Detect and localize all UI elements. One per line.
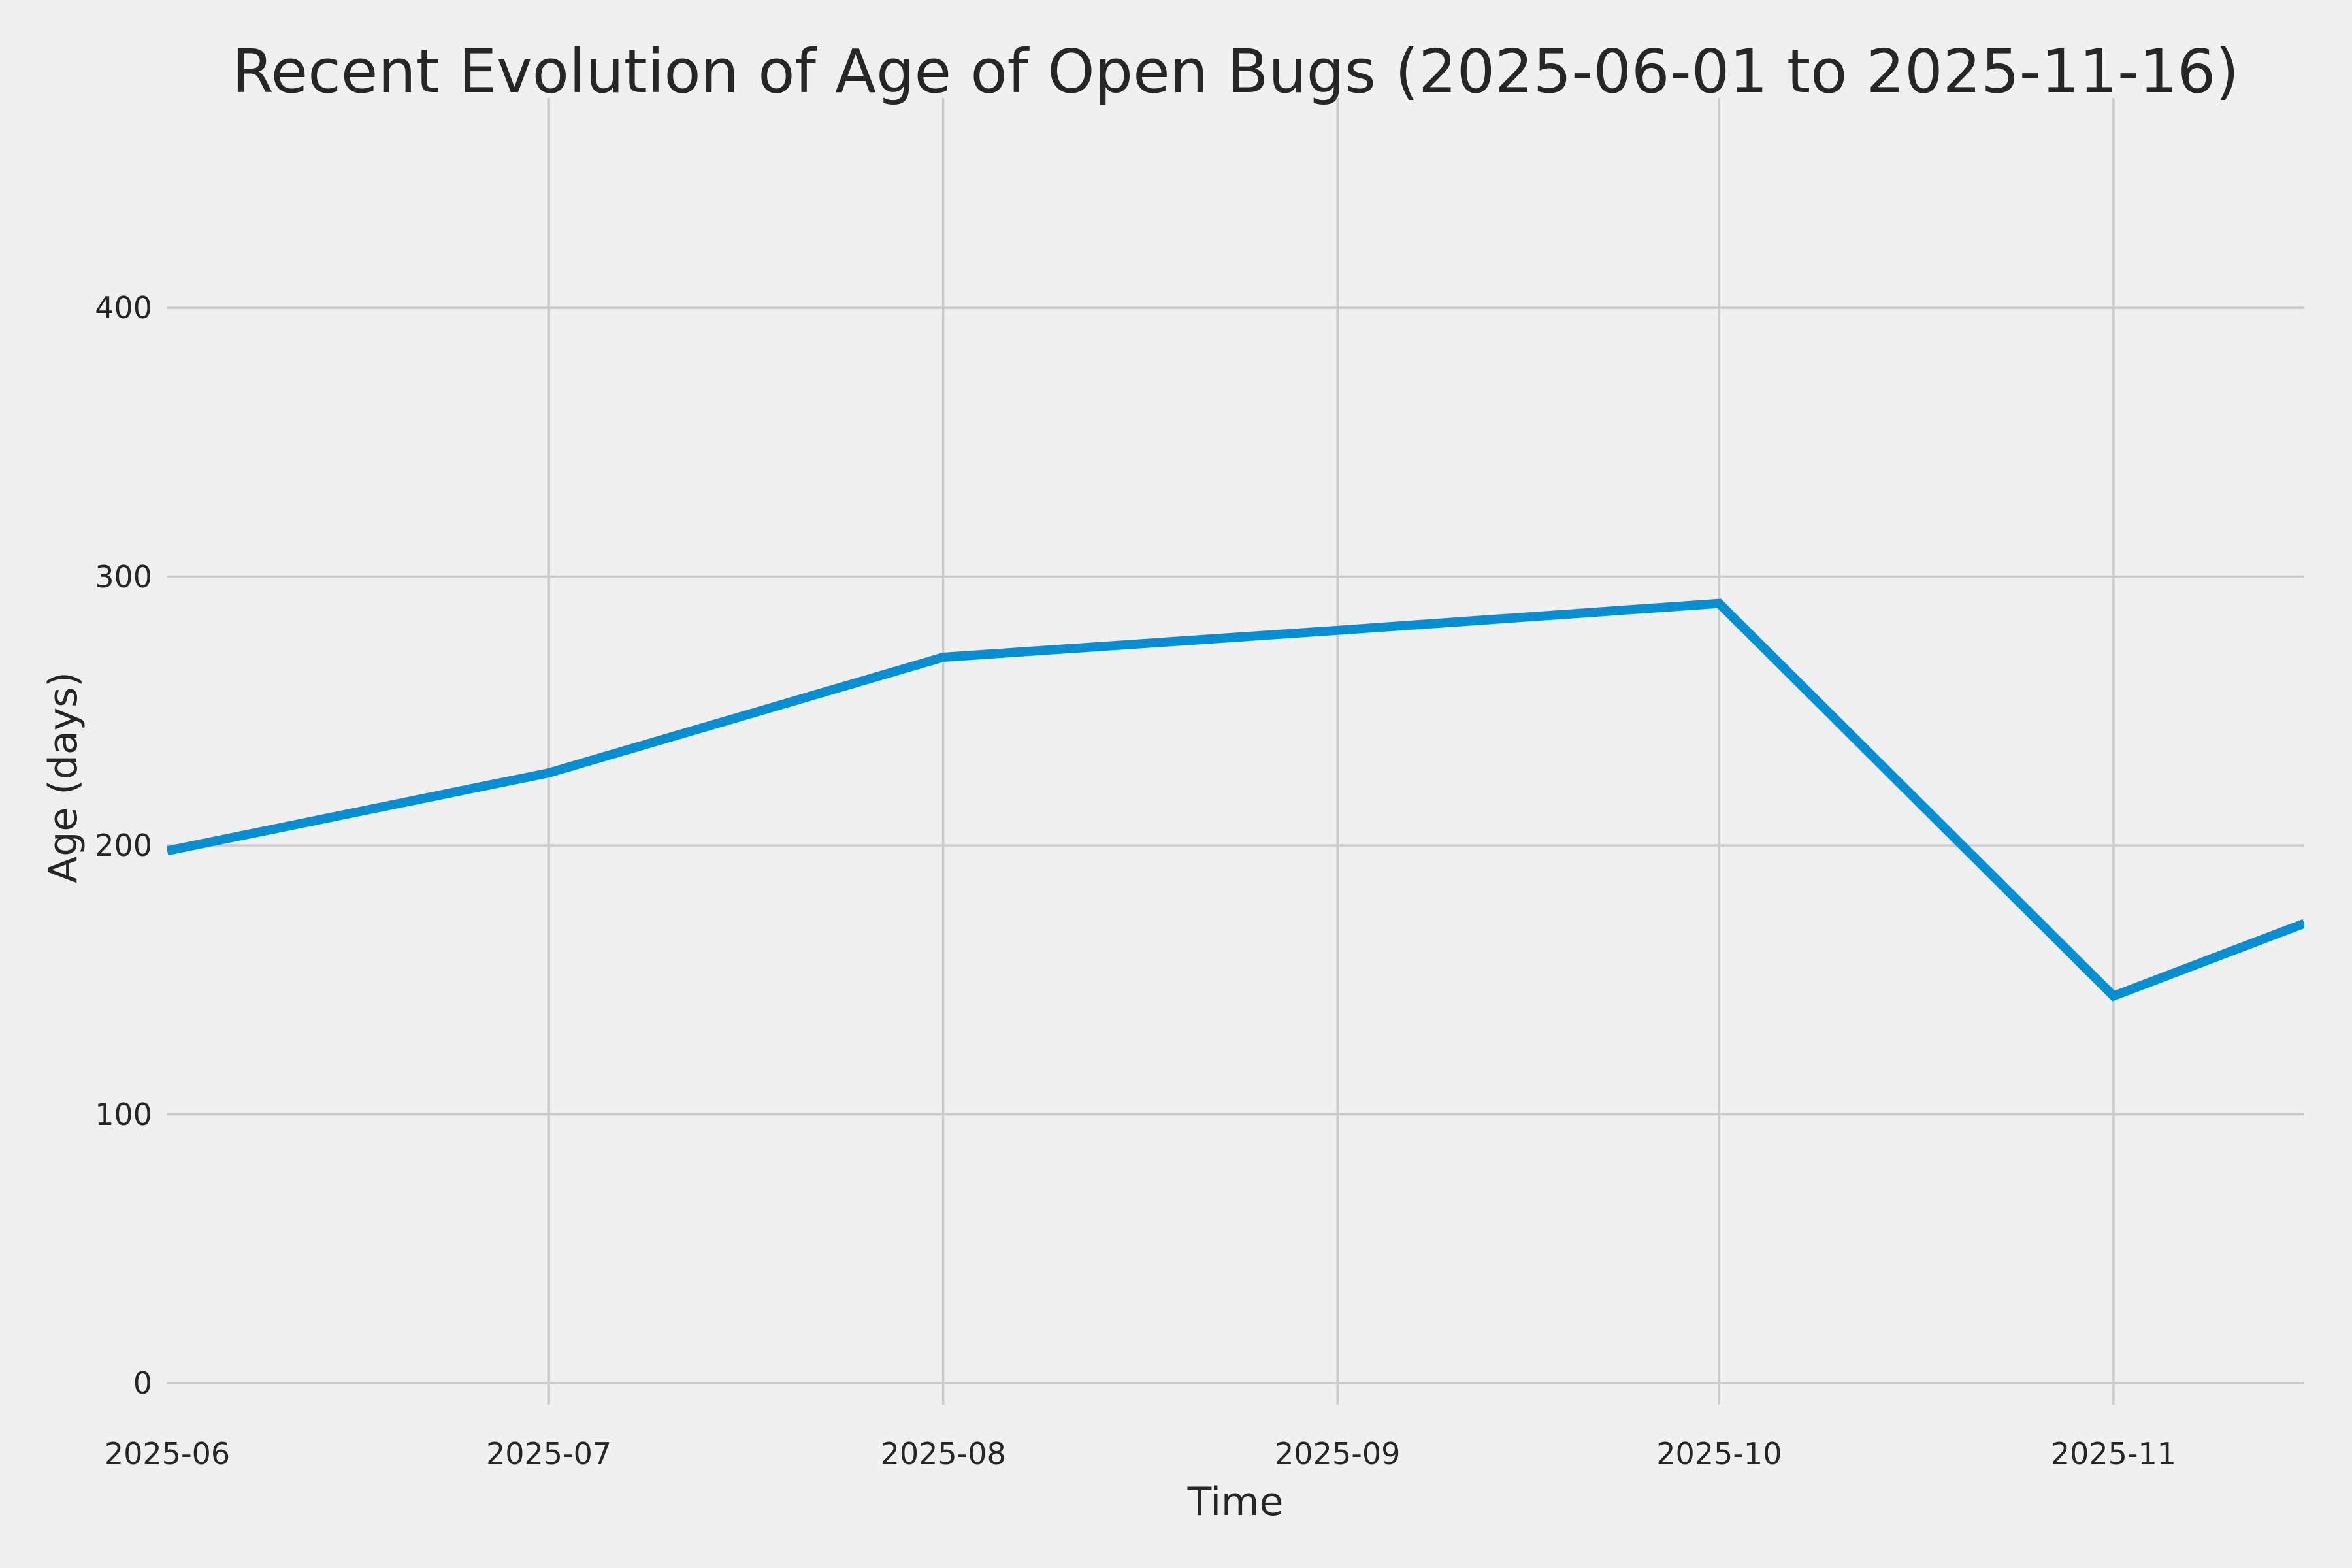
x-tick-label: 2025-11 [2050, 1436, 2177, 1471]
y-tick-label: 400 [95, 289, 152, 325]
y-tick-label: 200 [95, 828, 152, 864]
x-tick-label: 2025-10 [1656, 1436, 1782, 1471]
gridlines [167, 98, 2304, 1405]
x-tick-label: 2025-07 [485, 1436, 612, 1471]
x-axis-label: Time [1187, 1479, 1284, 1525]
y-tick-label: 100 [95, 1096, 152, 1132]
x-tick-label: 2025-06 [104, 1436, 231, 1471]
y-tick-label: 0 [133, 1365, 152, 1401]
x-tick-label: 2025-09 [1275, 1436, 1401, 1471]
chart-title: Recent Evolution of Age of Open Bugs (20… [231, 37, 2240, 106]
line-chart [167, 98, 2304, 1405]
data-line [167, 598, 2304, 1002]
plot-area [167, 98, 2304, 1405]
x-tick-label: 2025-08 [880, 1436, 1006, 1471]
y-tick-label: 300 [95, 559, 152, 595]
y-axis-label: Age (days) [41, 672, 86, 883]
